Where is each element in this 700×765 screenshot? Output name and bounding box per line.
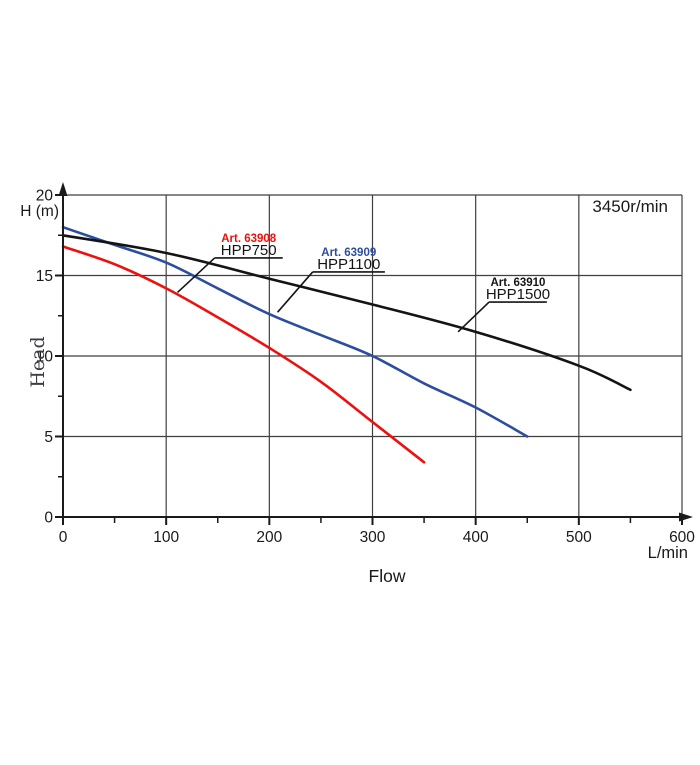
y-tick-label: 15 xyxy=(36,268,53,285)
y-axis-title: H (m) xyxy=(20,203,59,220)
y-tick-label: 5 xyxy=(44,429,53,446)
y-tick-label: 20 xyxy=(36,188,54,205)
axes xyxy=(58,182,693,522)
y-tick-label: 10 xyxy=(36,349,54,366)
rpm-label: 3450r/min xyxy=(592,197,668,216)
curve-hpp1500 xyxy=(61,234,632,392)
x-tick-label: 300 xyxy=(360,529,386,546)
y-axis-label: Head xyxy=(27,336,49,387)
x-axis-label: Flow xyxy=(369,566,406,586)
curve-hpp750 xyxy=(61,245,426,464)
pump-curves xyxy=(61,225,632,464)
x-tick-label: 100 xyxy=(153,529,179,546)
model-label: HPP1500 xyxy=(486,286,550,303)
model-label: HPP1100 xyxy=(317,256,380,273)
leader-line-hpp1100 xyxy=(276,271,314,313)
leader-line-hpp1500 xyxy=(457,301,490,333)
x-tick-label: 200 xyxy=(256,529,282,546)
art-number-label: Art. 63908 xyxy=(221,233,277,245)
art-number-label: Art. 63910 xyxy=(490,277,545,289)
grid-lines xyxy=(63,194,683,517)
y-tick-label: 0 xyxy=(44,510,53,527)
model-label: HPP750 xyxy=(221,242,277,259)
x-tick-label: 600 xyxy=(669,529,695,546)
leader-line-hpp750 xyxy=(176,257,216,293)
x-tick-label: 0 xyxy=(59,529,68,546)
x-tick-label: 400 xyxy=(463,529,489,546)
x-tick-label: 500 xyxy=(566,529,592,546)
y-axis-arrow xyxy=(58,182,68,196)
curve-hpp1100 xyxy=(61,225,529,438)
x-axis-unit: L/min xyxy=(648,544,688,562)
axis-ticks xyxy=(55,194,683,525)
art-number-label: Art. 63909 xyxy=(321,247,376,259)
